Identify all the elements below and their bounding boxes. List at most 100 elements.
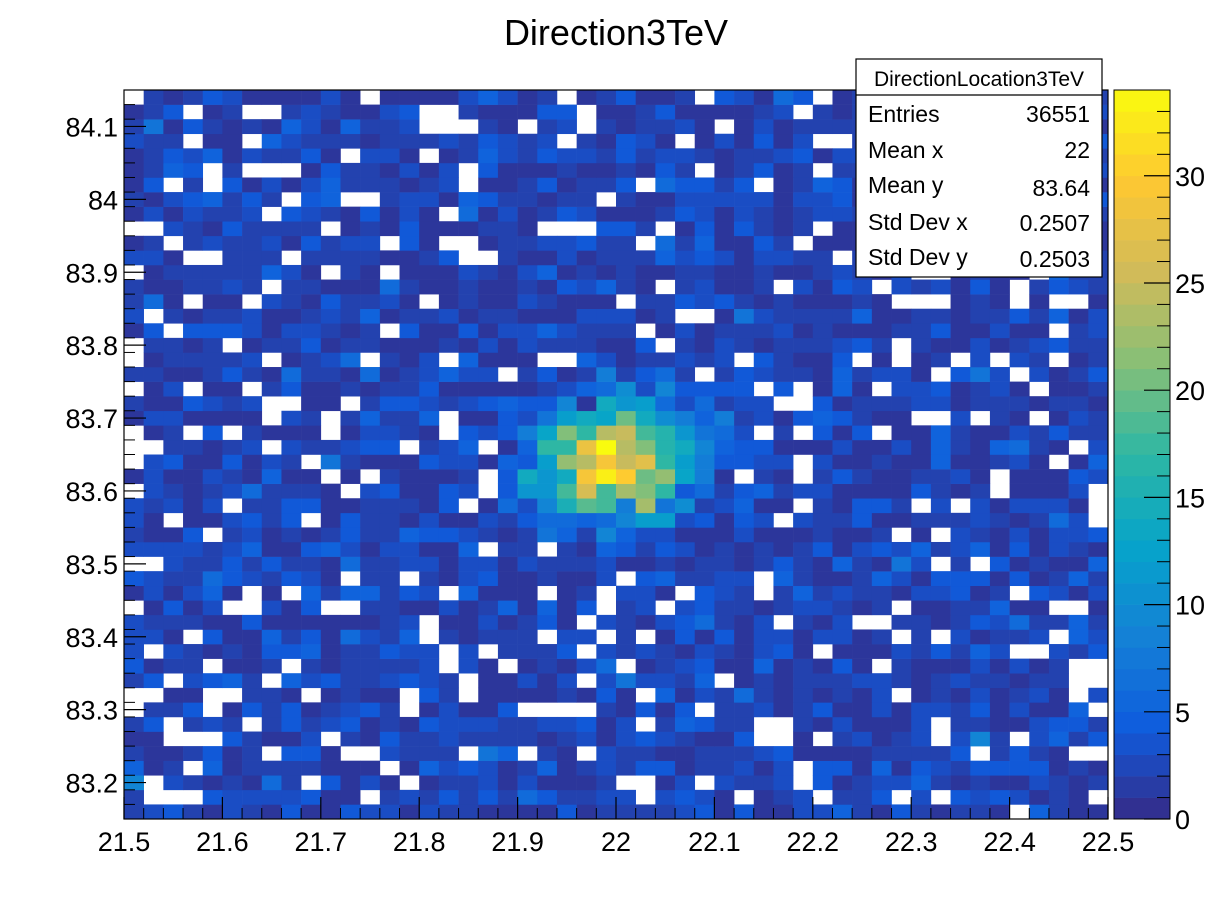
heatmap-cell [871, 702, 892, 718]
heatmap-cell [832, 221, 853, 237]
heatmap-cell [379, 192, 400, 207]
colorbar-step [1114, 690, 1170, 713]
heatmap-cell [675, 760, 696, 776]
heatmap-cell [694, 673, 715, 689]
heatmap-cell [1029, 512, 1050, 528]
heatmap-cell [616, 556, 636, 572]
heatmap-cell [438, 454, 459, 470]
heatmap-cell [655, 702, 676, 718]
heatmap-cell [497, 454, 518, 470]
heatmap-cell [871, 396, 892, 412]
heatmap-cell [635, 600, 656, 616]
heatmap-cell [163, 381, 184, 397]
heatmap-cell [202, 789, 223, 805]
heatmap-cell [576, 731, 597, 747]
heatmap-cell [635, 381, 656, 397]
x-tick-label: 22.1 [688, 827, 741, 857]
heatmap-cell [537, 454, 558, 470]
heatmap-cell [1029, 746, 1050, 761]
heatmap-cell [399, 673, 420, 689]
heatmap-cell [419, 644, 440, 659]
heatmap-cell [635, 644, 656, 659]
x-tick-label: 21.6 [196, 827, 249, 857]
heatmap-cell [458, 439, 479, 455]
heatmap-cell [596, 716, 617, 732]
heatmap-cell [143, 352, 164, 368]
heatmap-cell [281, 308, 302, 324]
heatmap-cell [360, 556, 381, 572]
heatmap-cell [537, 673, 558, 689]
heatmap-cell [773, 162, 794, 178]
heatmap-cell [655, 629, 676, 645]
colorbar-tick-label: 15 [1175, 483, 1205, 513]
heatmap-cell [419, 702, 440, 718]
colorbar-step [1114, 304, 1170, 327]
heatmap-cell [556, 250, 577, 266]
heatmap-cell [734, 308, 755, 324]
heatmap-cell [222, 235, 243, 251]
heatmap-cell [320, 658, 341, 674]
heatmap-cell [989, 629, 1010, 645]
heatmap-cell [301, 439, 322, 455]
heatmap-cell [753, 367, 774, 382]
heatmap-cell [950, 294, 971, 309]
heatmap-cell [793, 264, 814, 280]
heatmap-cell [576, 716, 597, 732]
heatmap-cell [891, 410, 912, 426]
heatmap-cell [694, 337, 715, 353]
heatmap-cell [261, 716, 282, 732]
heatmap-cell [989, 396, 1010, 412]
heatmap-cell [576, 600, 597, 616]
heatmap-cell [438, 614, 459, 630]
heatmap-cell [183, 512, 204, 528]
heatmap-cell [655, 367, 676, 382]
heatmap-cell [242, 731, 263, 747]
heatmap-cell [970, 469, 991, 484]
heatmap-cell [812, 396, 833, 412]
heatmap-cell [576, 396, 597, 412]
heatmap-cell [753, 629, 774, 645]
heatmap-cell [989, 571, 1010, 587]
heatmap-cell [950, 381, 971, 397]
heatmap-cell [852, 760, 873, 776]
heatmap-cell [793, 439, 814, 455]
heatmap-cell [655, 162, 676, 178]
heatmap-cell [1029, 585, 1050, 601]
heatmap-cell [202, 133, 223, 149]
heatmap-cell [556, 177, 577, 193]
heatmap-cell [930, 308, 951, 324]
heatmap-cell [242, 410, 263, 426]
heatmap-cell [320, 644, 341, 659]
heatmap-cell [419, 658, 440, 674]
heatmap-cell [694, 469, 715, 484]
heatmap-cell [301, 789, 322, 805]
heatmap-cell [1009, 789, 1030, 805]
heatmap-cell [930, 337, 951, 353]
heatmap-cell [911, 789, 932, 805]
heatmap-cell [871, 410, 892, 426]
heatmap-cell [556, 367, 577, 382]
heatmap-cell [714, 512, 735, 528]
heatmap-cell [458, 264, 479, 280]
heatmap-cell [596, 687, 617, 703]
heatmap-cell [163, 133, 184, 149]
heatmap-cell [655, 687, 676, 703]
heatmap-cell [399, 541, 420, 557]
heatmap-cell [1029, 702, 1050, 718]
heatmap-cell [222, 716, 243, 732]
heatmap-cell [242, 571, 263, 587]
heatmap-cell [734, 396, 755, 412]
heatmap-cell [989, 760, 1010, 776]
heatmap-cell [793, 716, 814, 732]
heatmap-cell [537, 148, 558, 164]
heatmap-cell [1048, 614, 1069, 630]
heatmap-cell [419, 469, 440, 484]
heatmap-cell [694, 250, 715, 266]
heatmap-cell [438, 177, 459, 193]
heatmap-cell [616, 454, 636, 470]
heatmap-cell [950, 323, 971, 339]
heatmap-cell [517, 221, 538, 237]
heatmap-cell [714, 367, 735, 382]
heatmap-cell [124, 308, 144, 324]
